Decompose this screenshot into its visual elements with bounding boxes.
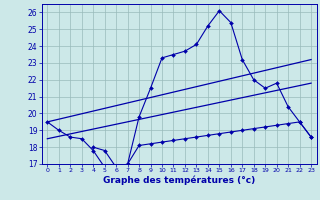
X-axis label: Graphe des températures (°c): Graphe des températures (°c)	[103, 176, 255, 185]
